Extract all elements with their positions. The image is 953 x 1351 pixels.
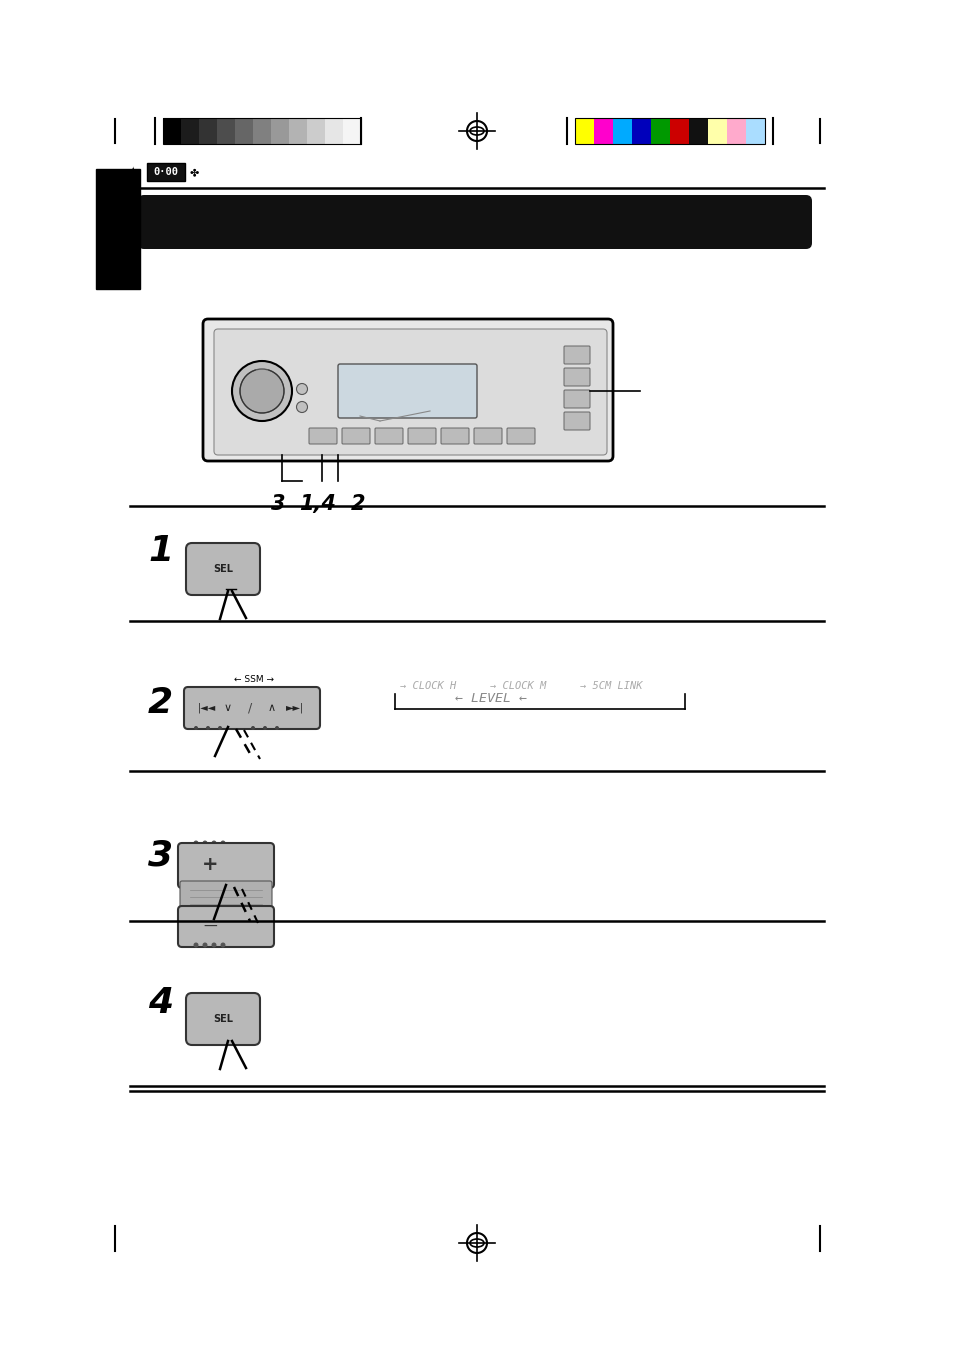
Bar [575,118,764,145]
Bar [631,118,650,145]
Text: 0·00: 0·00 [153,168,178,177]
Text: SEL: SEL [213,1015,233,1024]
FancyBboxPatch shape [375,428,402,444]
Bar [307,118,325,145]
FancyBboxPatch shape [506,428,535,444]
Text: → 5CM LINK: → 5CM LINK [579,681,641,690]
FancyBboxPatch shape [186,543,260,594]
FancyBboxPatch shape [213,330,606,455]
Bar [271,118,289,145]
Text: ← LEVEL ←: ← LEVEL ← [455,693,526,705]
FancyBboxPatch shape [474,428,501,444]
Circle shape [240,369,284,413]
FancyBboxPatch shape [178,843,274,888]
Bar [726,118,745,145]
Text: → CLOCK M: → CLOCK M [490,681,546,690]
Text: 2: 2 [351,494,365,513]
Text: ∨: ∨ [224,703,232,713]
Circle shape [193,840,198,846]
FancyBboxPatch shape [563,367,589,386]
Bar [163,118,360,145]
Circle shape [296,384,307,394]
Bar [669,118,688,145]
Circle shape [193,943,198,947]
Text: 2: 2 [148,686,172,720]
Circle shape [220,943,225,947]
Circle shape [274,725,278,730]
FancyBboxPatch shape [178,907,274,947]
Text: 1: 1 [148,534,172,567]
Text: +: + [201,855,218,874]
Text: 3: 3 [271,494,285,513]
FancyBboxPatch shape [563,346,589,363]
Text: ← SSM →: ← SSM → [233,674,274,684]
FancyBboxPatch shape [203,319,613,461]
Circle shape [218,725,222,730]
Text: ►►|: ►►| [286,703,304,713]
Bar [343,118,360,145]
Text: —: — [203,920,216,934]
Circle shape [296,401,307,412]
Text: ∧: ∧ [268,703,275,713]
Circle shape [202,943,208,947]
Bar [325,118,343,145]
FancyBboxPatch shape [341,428,370,444]
Text: 4: 4 [148,986,172,1020]
Circle shape [212,943,216,947]
FancyBboxPatch shape [184,688,319,730]
Text: /: / [248,701,252,715]
Text: 3: 3 [148,839,172,873]
Circle shape [202,840,208,846]
Text: 1,4: 1,4 [299,494,336,513]
Bar [650,118,669,145]
Circle shape [220,840,225,846]
Text: ✦: ✦ [128,166,138,180]
Bar [613,118,631,145]
Text: |◄◄: |◄◄ [197,703,216,713]
Bar [707,118,726,145]
FancyBboxPatch shape [408,428,436,444]
FancyBboxPatch shape [309,428,336,444]
Circle shape [193,725,198,730]
Bar [181,118,199,145]
Circle shape [251,725,254,730]
Bar [199,118,216,145]
FancyBboxPatch shape [563,390,589,408]
Bar [216,118,234,145]
Bar [163,118,181,145]
Bar [289,118,307,145]
Bar [594,118,613,145]
Bar [745,118,764,145]
Bar [147,163,185,181]
Bar [96,169,140,289]
Bar [688,118,707,145]
FancyBboxPatch shape [180,881,272,913]
Circle shape [212,840,216,846]
FancyBboxPatch shape [563,412,589,430]
Bar [253,118,271,145]
Circle shape [206,725,210,730]
Bar [234,118,253,145]
FancyBboxPatch shape [138,195,811,249]
Text: → CLOCK H: → CLOCK H [399,681,456,690]
Text: ✤: ✤ [189,168,198,178]
Circle shape [232,361,292,422]
Circle shape [263,725,267,730]
FancyBboxPatch shape [337,363,476,417]
Bar [575,118,594,145]
FancyBboxPatch shape [440,428,469,444]
Text: SEL: SEL [213,563,233,574]
FancyBboxPatch shape [186,993,260,1046]
